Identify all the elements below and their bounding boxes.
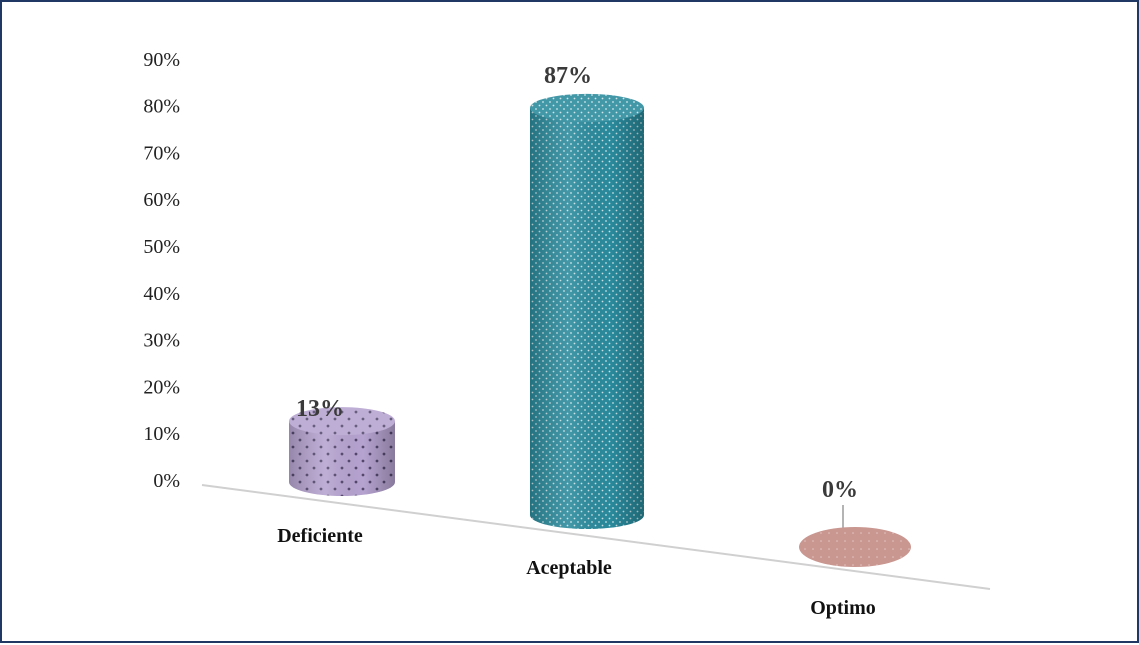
y-tick-label: 30% [143,330,180,352]
bar-top-pattern [799,527,911,567]
bar-optimo [799,505,911,567]
bar-top-highlight [289,407,395,436]
y-tick-label: 80% [143,96,180,118]
y-tick-label: 20% [143,376,180,398]
y-tick-label: 70% [143,142,180,164]
data-label: 87% [544,63,592,89]
y-tick-label: 90% [143,49,180,71]
bar-top-pattern [289,407,395,436]
bar-top-pattern [530,93,644,122]
y-tick-label: 0% [153,470,180,492]
x-category-label: Deficiente [277,525,363,547]
bar-aceptable [530,93,644,529]
labels-layer: 13% Deficiente 87% Aceptable 0% Optimo [277,63,876,619]
x-category-label: Aceptable [526,557,612,579]
bar-deficiente [289,407,395,496]
bar-body-shade [530,107,644,529]
bar-body-shade [289,421,395,496]
axis-layer: 0% 10% 20% 30% 40% 50% 60% 70% 80% 90% [143,49,991,590]
x-category-label: Optimo [810,597,876,619]
y-tick-label: 10% [143,423,180,445]
y-tick-label: 40% [143,283,180,305]
y-tick-label: 60% [143,189,180,211]
data-label: 0% [822,477,858,503]
bar-top-highlight [530,93,644,122]
bars-layer [289,93,911,567]
baseline-floor [201,484,991,590]
data-label: 13% [296,396,344,422]
y-tick-label: 50% [143,236,180,258]
